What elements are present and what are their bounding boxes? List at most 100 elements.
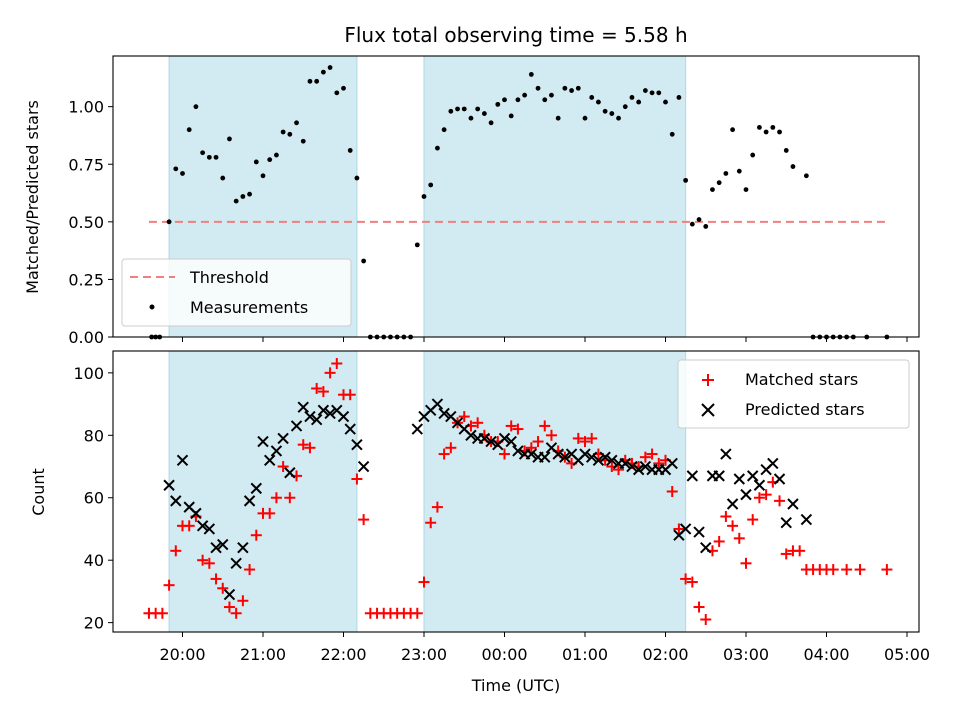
top-y-axis-label: Matched/Predicted stars [23, 100, 42, 294]
matched-star-point [358, 514, 370, 526]
predicted-star-point [217, 538, 229, 551]
matched-star-point [210, 573, 222, 585]
predicted-star-point [304, 410, 316, 423]
matched-star-point [438, 448, 450, 460]
matched-star-point [418, 576, 430, 588]
matched-star-point [545, 429, 557, 441]
measurement-point [736, 168, 742, 174]
measurement-point [314, 78, 320, 84]
measurement-point [267, 157, 273, 163]
x-tick-label: 00:00 [481, 645, 527, 664]
predicted-star-point [539, 451, 551, 463]
predicted-star-point [639, 460, 652, 473]
matched-star-point [653, 457, 665, 469]
y-tick-label: 100 [73, 364, 104, 383]
bottom-legend: Matched stars Predicted stars [677, 359, 910, 429]
predicted-star-point [800, 513, 813, 526]
x-tick-label: 20:00 [159, 645, 205, 664]
matched-star-point [613, 464, 625, 476]
measurement-point [609, 111, 615, 116]
predicted-star-point [747, 470, 759, 482]
matched-star-point [458, 411, 470, 423]
y-tick-label: 40 [84, 551, 104, 570]
legend-measurements-swatch [149, 304, 155, 310]
predicted-star-point [686, 470, 699, 482]
predicted-star-point [297, 401, 309, 413]
matched-star-point [425, 517, 437, 529]
bottom-shaded-regions [168, 350, 687, 633]
measurement-point [200, 150, 206, 156]
predicted-star-point [498, 432, 511, 445]
matched-star-point [666, 486, 678, 497]
x-tick-label: 03:00 [723, 645, 769, 664]
predicted-star-point [264, 454, 276, 466]
measurement-point [220, 175, 226, 181]
measurement-point [481, 111, 487, 116]
matched-star-point [693, 601, 705, 613]
measurement-point [354, 175, 360, 181]
bottom-legend-box [677, 359, 910, 429]
matched-star-point [197, 554, 209, 566]
matched-star-point [445, 442, 457, 454]
y-tick-label: 60 [84, 489, 104, 508]
predicted-star-point [176, 454, 189, 466]
predicted-star-point [579, 448, 591, 460]
measurement-point [629, 95, 635, 100]
predicted-star-point [257, 435, 269, 448]
measurement-point [743, 187, 749, 192]
measurement-point [522, 92, 528, 98]
predicted-star-point [512, 445, 524, 457]
measurement-point [750, 152, 756, 158]
predicted-star-point [210, 541, 222, 554]
measurement-point [347, 148, 353, 153]
matched-star-point [170, 545, 182, 557]
matched-star-point [284, 492, 296, 504]
matched-star-point [317, 386, 329, 398]
measurement-point [233, 198, 239, 204]
matched-star-point [774, 495, 786, 507]
measurement-point [334, 90, 340, 96]
measurement-point [696, 217, 702, 222]
measurement-point [636, 99, 642, 105]
predicted-star-point [237, 541, 249, 554]
predicted-star-point [552, 448, 564, 460]
matched-star-point [572, 432, 584, 444]
predicted-star-point [344, 423, 356, 435]
predicted-star-point [324, 407, 336, 420]
shaded-interval [423, 55, 687, 338]
matched-star-point [532, 436, 544, 448]
legend-threshold-label: Threshold [189, 268, 269, 287]
predicted-star-point [740, 488, 752, 501]
x-tick-label: 22:00 [320, 645, 366, 664]
matched-star-point [586, 432, 598, 444]
shaded-interval [423, 350, 687, 633]
predicted-star-point [666, 457, 678, 470]
measurement-point [528, 72, 534, 77]
measurement-point [488, 120, 494, 126]
measurement-point [669, 131, 675, 137]
measurement-point [723, 171, 729, 176]
matched-star-point [854, 564, 866, 576]
measurement-point [803, 173, 809, 179]
matched-star-point [156, 607, 168, 619]
predicted-star-point [700, 541, 712, 554]
measurement-point [247, 191, 252, 197]
measurement-point [341, 85, 346, 91]
matched-star-point [525, 442, 537, 454]
top-legend-box [121, 258, 352, 327]
y-tick-label: 20 [84, 614, 104, 633]
predicted-star-point [679, 523, 692, 535]
predicted-star-point [626, 460, 638, 473]
measurement-point [180, 171, 185, 176]
predicted-star-point [190, 507, 202, 520]
measurement-point [475, 106, 481, 112]
measurement-point [495, 101, 501, 107]
measurement-point [716, 180, 722, 186]
predicted-star-point [592, 454, 605, 466]
matched-star-point [297, 439, 309, 451]
measurement-point [280, 129, 286, 135]
matched-star-point [351, 473, 363, 485]
predicted-star-point [478, 432, 491, 445]
bottom-axes-frame [112, 350, 920, 633]
